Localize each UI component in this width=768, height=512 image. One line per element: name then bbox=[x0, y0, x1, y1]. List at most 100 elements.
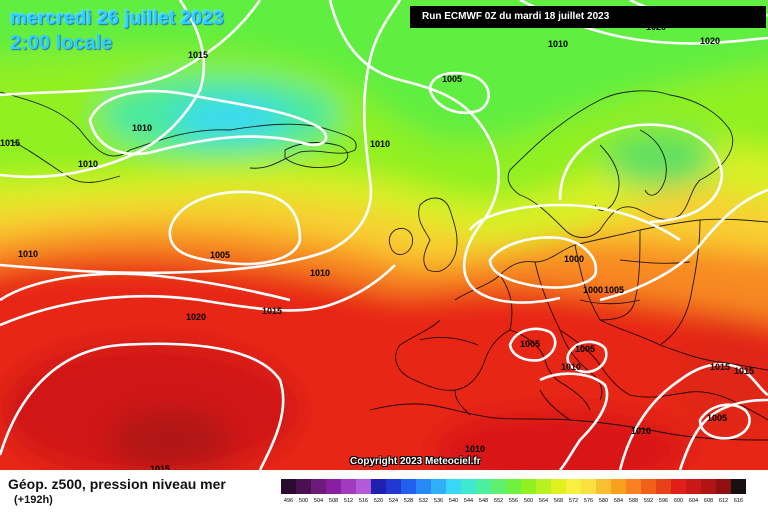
isobar-label: 1015 bbox=[262, 306, 282, 316]
legend-swatch bbox=[731, 479, 746, 494]
legend-step-label: 544 bbox=[463, 498, 474, 504]
legend-swatch bbox=[566, 479, 581, 494]
legend: Géop. z500, pression niveau mer (+192h) … bbox=[0, 470, 768, 512]
isobar-label: 1005 bbox=[707, 413, 727, 423]
legend-swatch bbox=[401, 479, 416, 494]
forecast-time: 2:00 locale bbox=[10, 32, 113, 54]
isobar-label: 1010 bbox=[370, 139, 390, 149]
legend-step-label: 616 bbox=[733, 498, 744, 504]
legend-step-label: 604 bbox=[688, 498, 699, 504]
legend-swatch bbox=[311, 479, 326, 494]
legend-swatch bbox=[656, 479, 671, 494]
legend-step-label: 500 bbox=[298, 498, 309, 504]
isobar-label: 1005 bbox=[210, 250, 230, 260]
isobar-label: 1010 bbox=[78, 159, 98, 169]
legend-swatch bbox=[716, 479, 731, 494]
legend-step-label: 528 bbox=[403, 498, 414, 504]
legend-step-label: 540 bbox=[448, 498, 459, 504]
legend-swatch bbox=[371, 479, 386, 494]
weather-map: 1015 1020 1005 1010 1015 1010 1010 1010 … bbox=[0, 0, 768, 470]
isobar-label: 1010 bbox=[631, 426, 651, 436]
legend-step-label: 512 bbox=[343, 498, 354, 504]
legend-swatch bbox=[296, 479, 311, 494]
legend-step-label: 576 bbox=[583, 498, 594, 504]
isobar-label: 1010 bbox=[465, 444, 485, 454]
legend-swatch bbox=[701, 479, 716, 494]
isobar-label: 1010 bbox=[132, 123, 152, 133]
legend-swatch bbox=[461, 479, 476, 494]
legend-swatch bbox=[356, 479, 371, 494]
legend-step-label: 596 bbox=[658, 498, 669, 504]
isobar-label: 1020 bbox=[700, 36, 720, 46]
legend-swatch bbox=[551, 479, 566, 494]
legend-step-label: 580 bbox=[598, 498, 609, 504]
isobar-label: 1005 bbox=[604, 285, 624, 295]
legend-step-label: 564 bbox=[538, 498, 549, 504]
isobar-label: 1015 bbox=[734, 366, 754, 376]
isobar-label: 1015 bbox=[150, 464, 170, 470]
legend-step-label: 532 bbox=[418, 498, 429, 504]
legend-swatch bbox=[476, 479, 491, 494]
forecast-date: mercredi 26 juillet 2023 bbox=[10, 8, 224, 29]
geopotential-field bbox=[0, 0, 768, 470]
legend-title: Géop. z500, pression niveau mer bbox=[8, 476, 226, 492]
legend-step-label: 504 bbox=[313, 498, 324, 504]
legend-swatch bbox=[416, 479, 431, 494]
legend-swatch bbox=[611, 479, 626, 494]
isobar-label: 1010 bbox=[310, 268, 330, 278]
legend-step-label: 588 bbox=[628, 498, 639, 504]
legend-subtitle: (+192h) bbox=[14, 494, 53, 506]
legend-step-label: 508 bbox=[328, 498, 339, 504]
isobar-label: 1000 bbox=[583, 285, 603, 295]
legend-swatch bbox=[596, 479, 611, 494]
legend-swatch bbox=[491, 479, 506, 494]
legend-swatch bbox=[641, 479, 656, 494]
isobar-label: 1015 bbox=[710, 362, 730, 372]
legend-swatch bbox=[431, 479, 446, 494]
isobar-label: 1015 bbox=[188, 50, 208, 60]
isobar-label: 1000 bbox=[564, 254, 584, 264]
isobar-label: 1005 bbox=[520, 339, 540, 349]
model-run-info: Run ECMWF 0Z du mardi 18 juillet 2023 bbox=[410, 6, 766, 28]
isobar-label: 1005 bbox=[575, 344, 595, 354]
map-svg: 1015 1020 1005 1010 1015 1010 1010 1010 … bbox=[0, 0, 768, 470]
legend-step-label: 548 bbox=[478, 498, 489, 504]
legend-step-label: 556 bbox=[508, 498, 519, 504]
legend-step-label: 516 bbox=[358, 498, 369, 504]
isobar-label: 1015 bbox=[0, 138, 20, 148]
isobar-label: 1010 bbox=[548, 39, 568, 49]
legend-swatch bbox=[506, 479, 521, 494]
legend-step-label: 600 bbox=[673, 498, 684, 504]
legend-step-label: 608 bbox=[703, 498, 714, 504]
legend-swatch bbox=[626, 479, 641, 494]
legend-swatch bbox=[521, 479, 536, 494]
legend-swatch bbox=[326, 479, 341, 494]
legend-step-label: 584 bbox=[613, 498, 624, 504]
legend-step-label: 592 bbox=[643, 498, 654, 504]
legend-swatch bbox=[281, 479, 296, 494]
isobar-labels: 1015 1020 1005 1010 1015 1010 1010 1010 … bbox=[0, 22, 754, 470]
isobar-label: 1005 bbox=[442, 74, 462, 84]
legend-step-label: 568 bbox=[553, 498, 564, 504]
color-scale-labels: 496 500 504 508 512 516 520 524 528 532 536 540 544 5… bbox=[281, 498, 746, 504]
isobar-label: 1010 bbox=[561, 362, 581, 372]
legend-step-label: 536 bbox=[433, 498, 444, 504]
legend-step-label: 572 bbox=[568, 498, 579, 504]
legend-step-label: 496 bbox=[283, 498, 294, 504]
color-scale bbox=[281, 479, 746, 494]
legend-swatch bbox=[581, 479, 596, 494]
isobar-label: 1010 bbox=[18, 249, 38, 259]
legend-swatch bbox=[686, 479, 701, 494]
legend-step-label: 524 bbox=[388, 498, 399, 504]
legend-step-label: 520 bbox=[373, 498, 384, 504]
legend-swatch bbox=[446, 479, 461, 494]
copyright: Copyright 2023 Meteociel.fr bbox=[350, 456, 481, 467]
isobar-label: 1020 bbox=[186, 312, 206, 322]
legend-swatch bbox=[386, 479, 401, 494]
legend-swatch bbox=[341, 479, 356, 494]
legend-step-label: 552 bbox=[493, 498, 504, 504]
legend-swatch bbox=[536, 479, 551, 494]
legend-swatch bbox=[671, 479, 686, 494]
legend-step-label: 612 bbox=[718, 498, 729, 504]
legend-step-label: 560 bbox=[523, 498, 534, 504]
